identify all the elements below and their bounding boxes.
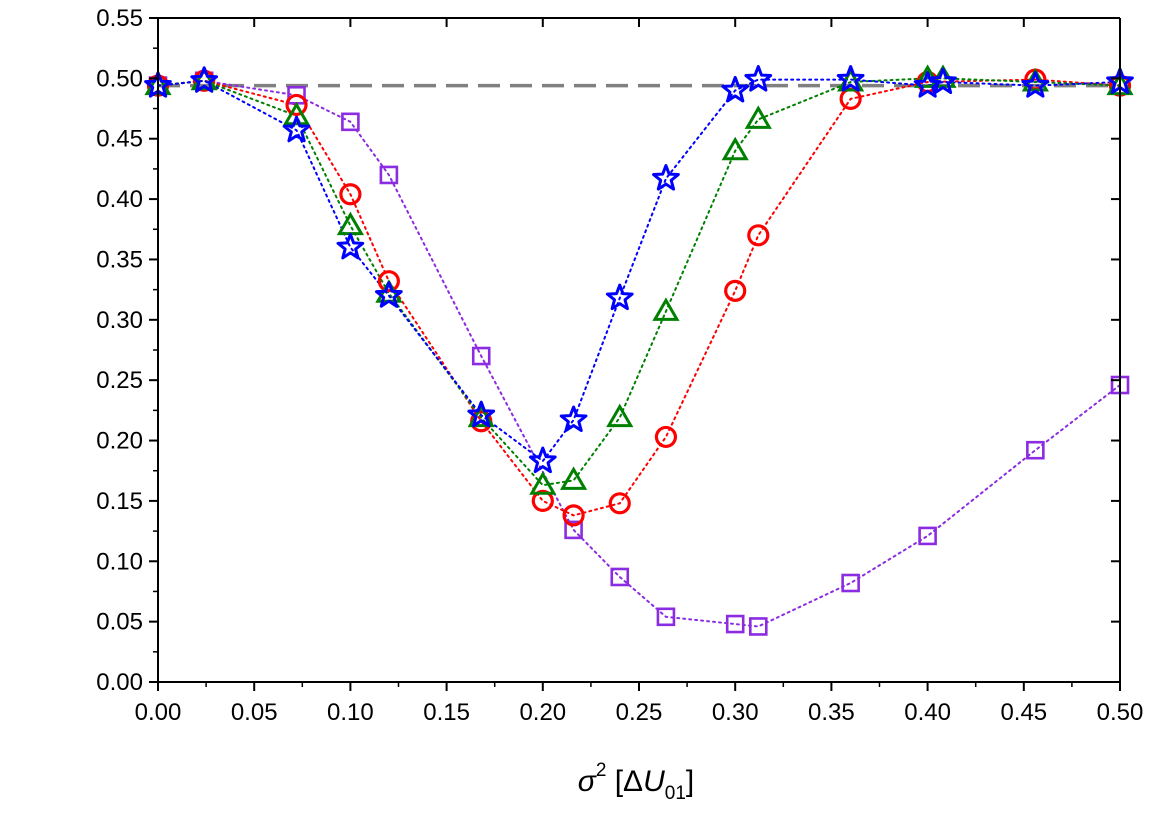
y-tick-label-0: 0.00 <box>96 669 143 696</box>
marker-triangles-6 <box>529 471 557 495</box>
marker-squares-12 <box>918 526 937 546</box>
markers-layer <box>144 64 1134 636</box>
marker-circles-8 <box>608 492 631 515</box>
marker-circles-7 <box>562 504 585 527</box>
series-line-circles <box>157 78 1121 517</box>
marker-circles-2 <box>285 93 308 117</box>
marker-circles-4 <box>377 270 400 293</box>
marker-stars-4 <box>375 281 403 308</box>
marker-circles-9 <box>654 425 678 449</box>
y-tick-label-2: 0.10 <box>96 548 143 575</box>
marker-squares-13 <box>1026 440 1045 460</box>
x-axis-title-superscript: 2 <box>596 760 607 781</box>
marker-stars-12 <box>836 65 865 92</box>
marker-squares-6 <box>564 520 583 540</box>
marker-squares-3 <box>341 112 360 132</box>
y-tick-label-11: 0.55 <box>96 5 143 32</box>
marker-stars-8 <box>605 283 634 311</box>
y-tick-label-9: 0.45 <box>96 126 143 153</box>
x-tick-label-2: 0.10 <box>327 699 374 726</box>
x-tick-label-4: 0.20 <box>519 699 566 726</box>
marker-stars-2 <box>282 115 311 143</box>
marker-stars-10 <box>721 75 750 103</box>
marker-stars-14 <box>929 67 957 94</box>
marker-stars-11 <box>744 65 773 92</box>
y-tick-label-6: 0.30 <box>96 307 143 334</box>
x-tick-label-9: 0.45 <box>1000 699 1047 726</box>
x-tick-label-7: 0.35 <box>808 699 855 726</box>
x-axis-title-bracket-open: [Δ <box>606 765 643 798</box>
x-axis-title: σ2 [ΔU01] <box>578 760 695 804</box>
marker-stars-3 <box>336 232 365 260</box>
x-axis-title-u: U <box>643 765 665 798</box>
marker-stars-15 <box>1021 71 1050 98</box>
series-lines-layer <box>157 77 1121 628</box>
ticks-layer <box>149 17 1121 691</box>
marker-squares-9 <box>725 614 745 634</box>
marker-circles-3 <box>339 183 362 206</box>
marker-squares-11 <box>841 573 860 593</box>
y-tick-label-10: 0.50 <box>96 65 143 92</box>
x-tick-label-10: 0.50 <box>1097 699 1144 726</box>
y-tick-label-7: 0.35 <box>96 246 143 273</box>
marker-squares-7 <box>610 567 630 587</box>
y-tick-label-8: 0.40 <box>96 186 143 213</box>
marker-circles-6 <box>531 489 554 513</box>
x-tick-label-0: 0.00 <box>135 699 182 726</box>
marker-squares-8 <box>656 607 676 627</box>
marker-triangles-2 <box>282 101 311 126</box>
x-tick-label-3: 0.15 <box>423 699 470 726</box>
x-axis-title-sigma: σ <box>578 765 598 798</box>
marker-stars-6 <box>528 446 557 474</box>
marker-squares-4 <box>379 165 399 185</box>
x-tick-label-5: 0.25 <box>616 699 663 726</box>
marker-triangles-11 <box>744 105 772 129</box>
marker-triangles-9 <box>652 297 680 321</box>
marker-triangles-1 <box>190 66 218 91</box>
y-tick-label-1: 0.05 <box>96 609 143 636</box>
marker-triangles-10 <box>721 136 749 161</box>
x-tick-label-1: 0.05 <box>231 699 278 726</box>
marker-stars-1 <box>190 66 219 93</box>
marker-squares-5 <box>471 346 491 366</box>
marker-squares-10 <box>748 617 768 636</box>
marker-stars-9 <box>652 164 680 191</box>
marker-triangles-7 <box>559 466 588 490</box>
y-tick-label-4: 0.20 <box>96 428 143 455</box>
series-line-stars <box>157 78 1121 463</box>
series-line-squares <box>157 79 1121 628</box>
x-axis-title-bracket-close: ] <box>686 765 694 798</box>
marker-circles-11 <box>747 224 770 247</box>
x-axis-title-subscript: 01 <box>665 783 686 804</box>
y-tick-label-5: 0.25 <box>96 367 143 394</box>
marker-stars-7 <box>559 405 588 433</box>
marker-stars-5 <box>467 400 496 428</box>
tick-labels-layer: 0.00 0.05 0.10 0.15 0.20 0.25 0.30 0.35 0.40 0.45… <box>96 5 1143 726</box>
marker-triangles-8 <box>606 403 634 428</box>
y-tick-label-3: 0.15 <box>96 488 143 515</box>
x-tick-label-6: 0.30 <box>712 699 759 726</box>
x-tick-label-8: 0.40 <box>904 699 951 726</box>
marker-circles-10 <box>724 279 747 302</box>
